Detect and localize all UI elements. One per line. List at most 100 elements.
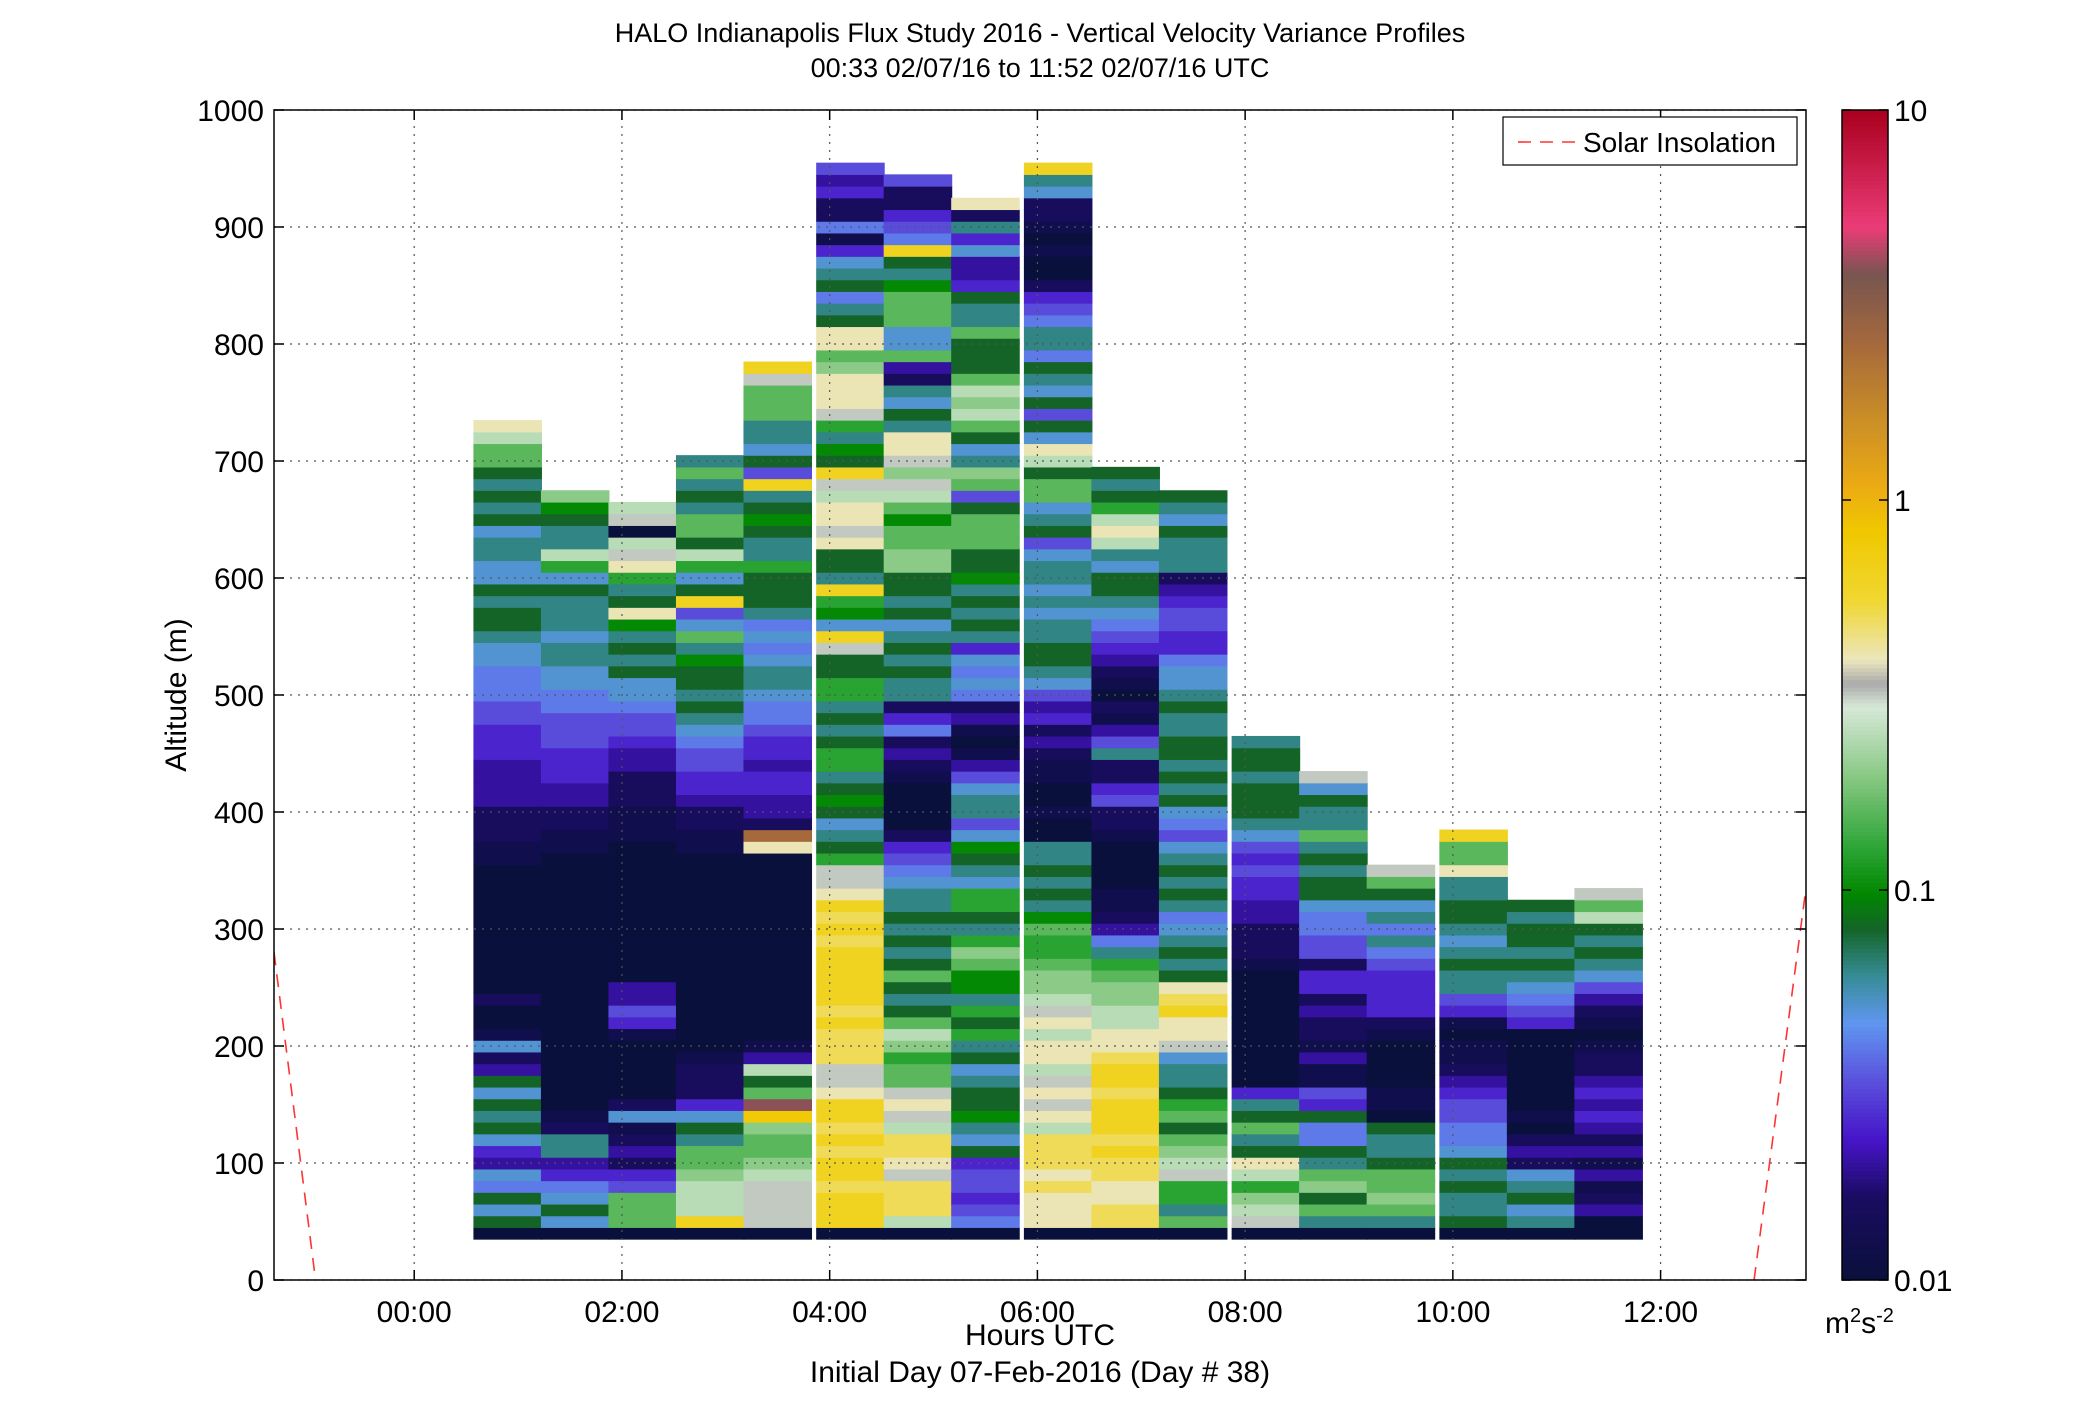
heatmap-cell (883, 747, 953, 760)
heatmap-cell (1158, 490, 1228, 503)
colorbar-segment (1842, 457, 1888, 462)
colorbar-tick-label: 1 (1894, 485, 1911, 518)
heatmap-cell (951, 361, 1020, 374)
heatmap-cell (883, 958, 953, 971)
heatmap-cell (743, 817, 813, 831)
heatmap-cell (951, 209, 1020, 222)
heatmap-cell (1023, 864, 1093, 877)
heatmap-cell (1023, 1180, 1093, 1193)
heatmap-cell (1439, 1168, 1508, 1182)
heatmap-cell (883, 1016, 953, 1030)
colorbar-segment (1842, 706, 1888, 712)
heatmap-cell (1366, 1157, 1436, 1170)
heatmap-cell (540, 1098, 610, 1111)
heatmap-cell (1023, 1005, 1093, 1018)
colorbar-segment (1842, 585, 1888, 591)
colorbar-segment (1842, 262, 1888, 267)
colorbar-segment (1842, 1100, 1888, 1106)
colorbar-segment (1842, 1182, 1888, 1187)
heatmap-cell (1574, 1145, 1643, 1158)
heatmap-cell (951, 1051, 1020, 1065)
colorbar-segment (1842, 402, 1888, 407)
heatmap-cell (540, 852, 610, 866)
heatmap-cell (473, 595, 542, 608)
heatmap-cell (675, 642, 745, 655)
heatmap-cell (608, 946, 677, 959)
colorbar-segment (1842, 453, 1888, 458)
heatmap-cell (816, 1005, 885, 1018)
heatmap-cell (1574, 888, 1643, 901)
heatmap-cell (1299, 888, 1368, 901)
heatmap-cell (1158, 560, 1228, 573)
colorbar-segment (1842, 886, 1888, 891)
colorbar-segment (1842, 765, 1888, 770)
colorbar-segment (1842, 418, 1888, 423)
heatmap-cell (675, 1168, 745, 1182)
heatmap-cell (816, 1122, 885, 1135)
heatmap-cell (1506, 1098, 1576, 1111)
heatmap-cell (816, 899, 885, 913)
heatmap-cell (675, 1203, 745, 1217)
heatmap-cell (1506, 969, 1576, 983)
heatmap-cell (1231, 969, 1301, 983)
heatmap-cell (608, 735, 677, 749)
colorbar-units-exp2: -2 (1876, 1305, 1894, 1327)
heatmap-cell (743, 537, 813, 550)
heatmap-cell (1023, 1122, 1093, 1135)
heatmap-cell (1299, 911, 1368, 924)
colorbar-segment (1842, 1112, 1888, 1117)
heatmap-cell (540, 1168, 610, 1182)
colorbar-segment (1842, 952, 1888, 957)
heatmap-cell (816, 958, 885, 971)
colorbar-segment (1842, 722, 1888, 727)
heatmap-cell (1023, 1227, 1093, 1240)
heatmap-cell (883, 829, 953, 842)
heatmap-cell (1158, 607, 1228, 620)
heatmap-cell (608, 1051, 677, 1065)
heatmap-cell (1091, 618, 1160, 632)
heatmap-cell (1158, 513, 1228, 526)
heatmap-cell (743, 829, 813, 842)
heatmap-cell (1574, 923, 1643, 936)
heatmap-cell (1231, 1203, 1301, 1217)
heatmap-cell (1231, 934, 1301, 948)
heatmap-cell (816, 1227, 885, 1240)
colorbar-segment (1842, 741, 1888, 747)
heatmap-cell (1158, 689, 1228, 702)
heatmap-cell (675, 923, 745, 936)
heatmap-cell (1439, 1028, 1508, 1041)
heatmap-cell (608, 700, 677, 714)
heatmap-cell (1091, 560, 1160, 573)
heatmap-cell (883, 817, 953, 831)
heatmap-cell (1506, 1040, 1576, 1053)
colorbar-segment (1842, 149, 1888, 154)
heatmap-cell (951, 1180, 1020, 1193)
heatmap-cell (1366, 1180, 1436, 1193)
heatmap-cell (1231, 852, 1301, 866)
heatmap-cell (816, 841, 885, 854)
heatmap-cell (883, 209, 953, 222)
y-tick-label: 800 (214, 329, 264, 362)
heatmap-cell (883, 373, 953, 386)
y-tick-label: 200 (214, 1031, 264, 1064)
colorbar-segment (1842, 219, 1888, 224)
heatmap-cell (1574, 1215, 1643, 1228)
heatmap-cell (1158, 1110, 1228, 1123)
solar-insolation-segment (274, 952, 317, 1280)
heatmap-cell (883, 349, 953, 363)
heatmap-cell (1366, 1192, 1436, 1205)
heatmap-cell (473, 560, 542, 573)
heatmap-cell (540, 583, 610, 597)
heatmap-cell (1158, 630, 1228, 643)
heatmap-cell (1231, 1098, 1301, 1111)
heatmap-cell (816, 829, 885, 842)
heatmap-cell (816, 583, 885, 597)
colorbar-segment (1842, 379, 1888, 384)
heatmap-cell (743, 1040, 813, 1053)
heatmap-cell (743, 431, 813, 445)
heatmap-cell (540, 841, 610, 854)
heatmap-cell (1439, 1016, 1508, 1030)
heatmap-cell (1231, 747, 1301, 760)
colorbar-segment (1842, 659, 1888, 665)
heatmap-cell (1439, 852, 1508, 866)
